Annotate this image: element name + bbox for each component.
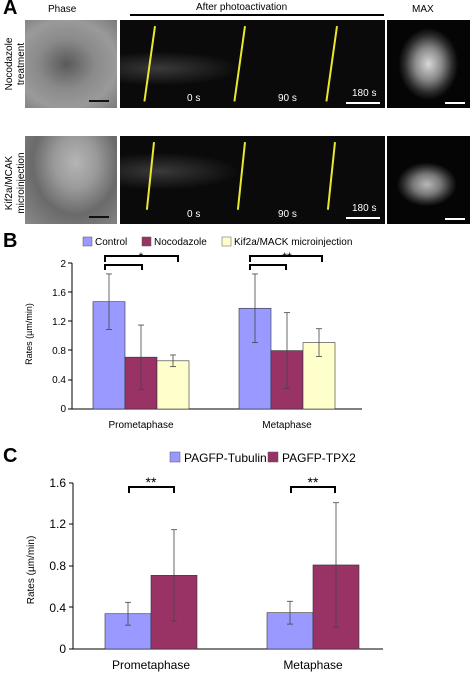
row2-max-image <box>387 136 470 224</box>
sig-b-prometaphase-label: * <box>139 250 144 264</box>
row1-label-line1: Nocodazole <box>4 37 15 91</box>
legend-b-swatch-kif2a <box>221 236 232 247</box>
row2-label-line1: Kif2a/MCAK <box>4 155 15 211</box>
panel-c-letter: C <box>3 445 18 467</box>
row2-phase-image <box>25 136 117 224</box>
y-tick-b-0.8: 0.8 <box>52 346 66 357</box>
chart-b: Control Nocodazole Kif2a/MACK microinjec… <box>24 236 362 431</box>
sig-c-metaphase <box>290 486 336 493</box>
y-axis-label-c: Rates (µm/min) <box>26 536 37 605</box>
y-tick-c-0: 0 <box>59 642 66 656</box>
row1-max-scalebar <box>445 102 465 104</box>
sig-c-metaphase-label: ** <box>308 474 319 490</box>
row2-phase-scalebar <box>89 216 109 218</box>
after-photoactivation-header: After photoactivation <box>196 2 288 13</box>
row1-phase-scalebar <box>89 100 109 102</box>
row2-timelapse-image: 0 s 90 s 180 s <box>120 136 385 224</box>
legend-c-tubulin: PAGFP-Tubulin <box>184 451 267 465</box>
row2-max-scalebar <box>445 218 465 220</box>
phase-column-header: Phase <box>48 4 77 15</box>
x-category-b-metaphase: Metaphase <box>262 420 312 431</box>
y-tick-b-2: 2 <box>60 259 66 270</box>
chart-b-marks <box>92 273 336 410</box>
row1-time-0s: 0 s <box>187 93 201 104</box>
chart-c-marks <box>104 502 360 650</box>
y-tick-c-1.2: 1.2 <box>49 517 66 531</box>
y-tick-c-0.4: 0.4 <box>49 601 66 615</box>
sig-b-metaphase <box>249 255 323 270</box>
y-ticks-marks-c <box>69 482 73 650</box>
panel-b-letter: B <box>3 230 18 252</box>
y-tick-b-1.6: 1.6 <box>52 288 66 299</box>
row2-time-0s: 0 s <box>187 209 201 220</box>
after-photoactivation-bracket <box>130 14 384 16</box>
max-column-header: MAX <box>412 4 434 15</box>
panel-a-letter: A <box>3 0 18 19</box>
row2-timelapse-scalebar <box>346 217 380 219</box>
row2-photoactivation-line-90s <box>236 142 246 210</box>
sig-c-prometaphase-label: ** <box>146 474 157 490</box>
row1-max-image <box>387 20 470 108</box>
row1-time-90s: 90 s <box>278 93 297 104</box>
legend-c-swatch-tubulin <box>169 451 181 463</box>
row2-photoactivation-line-180s <box>326 142 336 210</box>
sig-c-prometaphase <box>128 486 175 493</box>
x-category-b-prometaphase: Prometaphase <box>108 420 173 431</box>
y-ticks-marks-b <box>68 262 72 410</box>
y-tick-b-0: 0 <box>60 404 66 415</box>
chart-c: PAGFP-Tubulin PAGFP-TPX2 Rates (µm/min) … <box>26 451 383 672</box>
legend-c-tpx2: PAGFP-TPX2 <box>282 451 356 465</box>
y-tick-c-0.8: 0.8 <box>49 559 66 573</box>
sig-b-prometaphase <box>104 255 179 270</box>
legend-b-control: Control <box>95 237 127 248</box>
row1-photoactivation-line-0s <box>143 26 156 102</box>
row1-photoactivation-line-180s <box>325 26 338 102</box>
x-category-c-metaphase: Metaphase <box>283 658 343 672</box>
row1-timelapse-scalebar <box>346 102 380 104</box>
row1-photoactivation-line-90s <box>233 26 246 102</box>
row2-photoactivation-line-0s <box>145 142 155 210</box>
row2-time-90s: 90 s <box>278 209 297 220</box>
y-tick-b-0.4: 0.4 <box>52 375 66 386</box>
y-axis-label-b: Rates (µm/min) <box>24 303 34 365</box>
legend-b-swatch-nocodazole <box>141 236 152 247</box>
row1-time-180s: 180 s <box>352 88 377 99</box>
legend-b-nocodazole: Nocodazole <box>154 237 207 248</box>
x-category-c-prometaphase: Prometaphase <box>112 658 190 672</box>
legend-c-swatch-tpx2 <box>267 451 279 463</box>
row1-phase-image <box>25 20 117 108</box>
y-tick-c-1.6: 1.6 <box>49 476 66 490</box>
row2-time-180s: 180 s <box>352 203 377 214</box>
sig-b-metaphase-label: ** <box>282 250 292 264</box>
y-tick-b-1.2: 1.2 <box>52 317 66 328</box>
row1-timelapse-image: 0 s 90 s 180 s <box>120 20 385 108</box>
legend-b-swatch-control <box>82 236 93 247</box>
legend-b-kif2a: Kif2a/MACK microinjection <box>234 237 352 248</box>
bar-prometaphase-kif2a-mack-microinjection <box>156 360 190 410</box>
